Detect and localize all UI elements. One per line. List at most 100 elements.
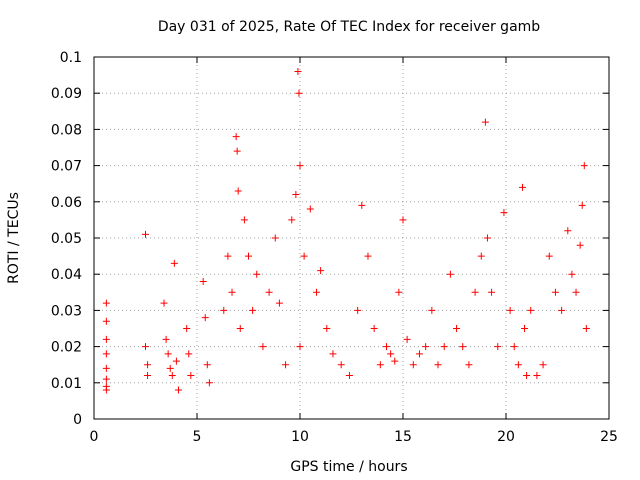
data-point xyxy=(415,350,423,358)
data-point xyxy=(292,191,300,199)
y-tick-label: 0.05 xyxy=(51,231,82,247)
data-point xyxy=(205,379,213,387)
data-point xyxy=(228,288,236,296)
data-point xyxy=(533,372,541,380)
x-tick-label: 10 xyxy=(291,429,309,445)
x-tick-label: 20 xyxy=(497,429,515,445)
data-point xyxy=(391,357,399,365)
data-point xyxy=(578,201,586,209)
data-point xyxy=(370,325,378,332)
data-point xyxy=(259,343,267,351)
data-point xyxy=(477,252,485,260)
data-point xyxy=(329,350,337,358)
data-point xyxy=(102,375,110,383)
data-point xyxy=(183,325,191,332)
x-tick-label: 5 xyxy=(193,429,202,445)
data-point xyxy=(337,361,345,369)
data-point xyxy=(446,270,454,278)
data-point xyxy=(399,216,407,224)
data-point xyxy=(428,306,436,314)
data-point xyxy=(174,386,182,394)
data-point xyxy=(582,325,590,332)
data-point xyxy=(453,325,461,332)
data-point xyxy=(233,147,241,155)
data-point xyxy=(527,306,535,314)
x-tick-label: 0 xyxy=(90,429,99,445)
y-axis-label: ROTI / TECUs xyxy=(6,192,22,284)
data-point xyxy=(558,306,566,314)
data-point xyxy=(551,288,559,296)
data-point xyxy=(403,335,411,343)
data-point xyxy=(232,133,240,141)
data-point xyxy=(494,343,502,351)
y-tick-label: 0.03 xyxy=(51,303,82,319)
data-point xyxy=(300,252,308,260)
data-point xyxy=(465,361,473,369)
data-point xyxy=(102,335,110,343)
plot-frame xyxy=(93,56,610,420)
y-tick-label: 0 xyxy=(73,412,82,428)
data-point xyxy=(187,372,195,380)
data-point xyxy=(102,317,110,325)
data-point xyxy=(201,314,209,322)
data-point xyxy=(168,372,176,380)
data-point xyxy=(102,350,110,358)
data-point xyxy=(203,361,211,369)
data-point xyxy=(317,267,325,275)
data-point xyxy=(364,252,372,260)
y-tick-label: 0.01 xyxy=(51,376,82,392)
data-point xyxy=(395,288,403,296)
data-point xyxy=(545,252,553,260)
data-point xyxy=(265,288,273,296)
x-axis-label: GPS time / hours xyxy=(290,459,407,475)
data-point xyxy=(166,364,174,372)
data-point xyxy=(440,343,448,351)
y-tick-label: 0.09 xyxy=(51,86,82,102)
data-point xyxy=(199,277,207,285)
data-point xyxy=(102,386,110,394)
y-tick-label: 0.1 xyxy=(60,50,82,66)
data-point xyxy=(296,343,304,351)
data-point xyxy=(481,118,489,126)
data-point xyxy=(358,201,366,209)
data-point xyxy=(500,209,508,217)
data-point xyxy=(144,372,152,380)
data-point xyxy=(376,361,384,369)
data-point xyxy=(564,227,572,235)
data-point xyxy=(144,361,152,369)
data-point xyxy=(240,216,248,224)
axis-ticks xyxy=(93,56,610,420)
data-point xyxy=(185,350,193,358)
data-point xyxy=(142,343,149,351)
data-point xyxy=(471,288,479,296)
y-tick-label: 0.02 xyxy=(51,340,82,356)
data-point xyxy=(162,335,170,343)
data-point xyxy=(236,325,244,332)
data-point xyxy=(459,343,467,351)
data-point xyxy=(422,343,430,351)
data-point xyxy=(224,252,232,260)
data-point xyxy=(102,364,110,372)
data-point xyxy=(271,234,279,242)
data-point xyxy=(282,361,290,369)
chart-title: Day 031 of 2025, Rate Of TEC Index for r… xyxy=(158,19,540,35)
data-point xyxy=(506,306,514,314)
data-point xyxy=(306,205,314,213)
x-tick-labels: 0 5 10 15 20 25 xyxy=(90,429,618,445)
data-point xyxy=(383,343,391,351)
data-point xyxy=(345,372,353,380)
data-point xyxy=(523,372,531,380)
y-tick-labels: 0 0.01 0.02 0.03 0.04 0.05 0.06 0.07 0.08 0.09 0.1 xyxy=(51,50,82,428)
data-point xyxy=(170,259,178,267)
data-point xyxy=(409,361,417,369)
data-point xyxy=(434,361,442,369)
data-point xyxy=(164,350,172,358)
data-point xyxy=(296,162,304,170)
data-point xyxy=(518,183,526,191)
data-point xyxy=(245,252,252,260)
data-series xyxy=(102,67,590,394)
data-point xyxy=(354,306,362,314)
data-point xyxy=(288,216,296,224)
x-tick-label: 25 xyxy=(600,429,618,445)
data-point xyxy=(572,288,580,296)
